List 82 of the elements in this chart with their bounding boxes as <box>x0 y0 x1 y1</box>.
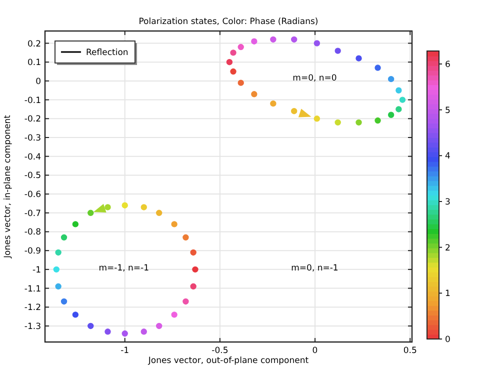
color-bar-label: 3 <box>445 197 450 208</box>
y-tick-label: -0.6 <box>24 190 41 200</box>
point <box>53 266 60 273</box>
point <box>122 330 128 337</box>
point <box>251 91 258 98</box>
point <box>72 221 79 228</box>
point <box>60 298 68 305</box>
point <box>156 210 162 216</box>
point <box>388 76 394 82</box>
point <box>226 59 233 66</box>
point <box>182 298 189 305</box>
point <box>374 64 381 71</box>
y-tick-label: -1.1 <box>24 284 41 294</box>
color-bar-label: 6 <box>445 60 450 70</box>
y-tick-label: -0.5 <box>24 171 41 182</box>
x-tick-label: 0 <box>312 346 318 356</box>
point <box>192 266 198 273</box>
point <box>334 48 341 54</box>
x-tick-label: -1 <box>120 346 130 356</box>
point <box>270 36 276 43</box>
point <box>356 55 362 62</box>
y-tick-label: -0.8 <box>24 228 41 238</box>
color-bar-label: 0 <box>445 335 450 345</box>
annotation: m=0, n=-1 <box>291 263 338 274</box>
y-tick-label: -0.9 <box>24 246 41 257</box>
point <box>104 328 111 335</box>
point <box>238 44 244 50</box>
point <box>190 249 196 256</box>
point <box>356 119 362 126</box>
point <box>190 283 196 290</box>
point <box>374 117 381 124</box>
point <box>156 322 162 330</box>
point <box>122 202 128 208</box>
point <box>230 68 236 75</box>
point <box>104 204 111 210</box>
point <box>291 108 298 114</box>
point <box>314 40 320 46</box>
point <box>88 322 94 330</box>
y-tick-label: -0.3 <box>24 133 41 144</box>
point <box>270 100 276 107</box>
y-tick-label: -0.4 <box>24 152 41 162</box>
y-tick-label: -1.3 <box>24 322 41 332</box>
point <box>388 112 394 118</box>
point <box>251 38 258 44</box>
x-axis-title: Jones vector, out-of-plane component <box>147 356 310 366</box>
point <box>396 87 402 94</box>
point <box>334 119 341 126</box>
color-bar-label: 4 <box>445 152 450 162</box>
point <box>55 283 62 290</box>
y-tick-label: 0.1 <box>27 58 41 68</box>
point <box>314 116 320 122</box>
y-axis-title: Jones vector, in-plane component <box>3 114 13 260</box>
point <box>182 234 189 240</box>
point <box>291 36 298 43</box>
point <box>171 221 178 228</box>
y-tick-label: -1 <box>32 265 41 276</box>
point <box>60 234 68 240</box>
point <box>140 204 147 210</box>
point <box>88 210 94 216</box>
color-bar-label: 1 <box>445 289 450 300</box>
point <box>230 50 236 56</box>
color-bar-label: 2 <box>445 243 450 254</box>
annotation: m=0, n=0 <box>292 74 337 84</box>
text: Reflection <box>86 48 128 58</box>
point <box>140 328 147 335</box>
y-tick-label: 0 <box>36 76 41 87</box>
y-tick-label: -1.2 <box>24 303 41 314</box>
x-tick-label: -0.5 <box>212 346 228 356</box>
y-tick-label: -0.7 <box>24 208 41 219</box>
point <box>396 106 402 112</box>
point <box>171 312 178 318</box>
y-tick-label: 0.2 <box>27 39 41 50</box>
point <box>238 80 244 86</box>
x-tick-label: 0.5 <box>403 346 417 356</box>
color-bar-label: 5 <box>445 106 450 116</box>
annotation: m=-1, n=-1 <box>98 263 150 274</box>
y-tick-label: -0.2 <box>24 114 41 125</box>
point <box>399 96 406 103</box>
point <box>55 249 62 256</box>
point <box>72 312 79 318</box>
y-tick-label: -0.1 <box>24 96 41 106</box>
chart-title: Polarization states, Color: Phase (Radians) <box>138 17 318 27</box>
